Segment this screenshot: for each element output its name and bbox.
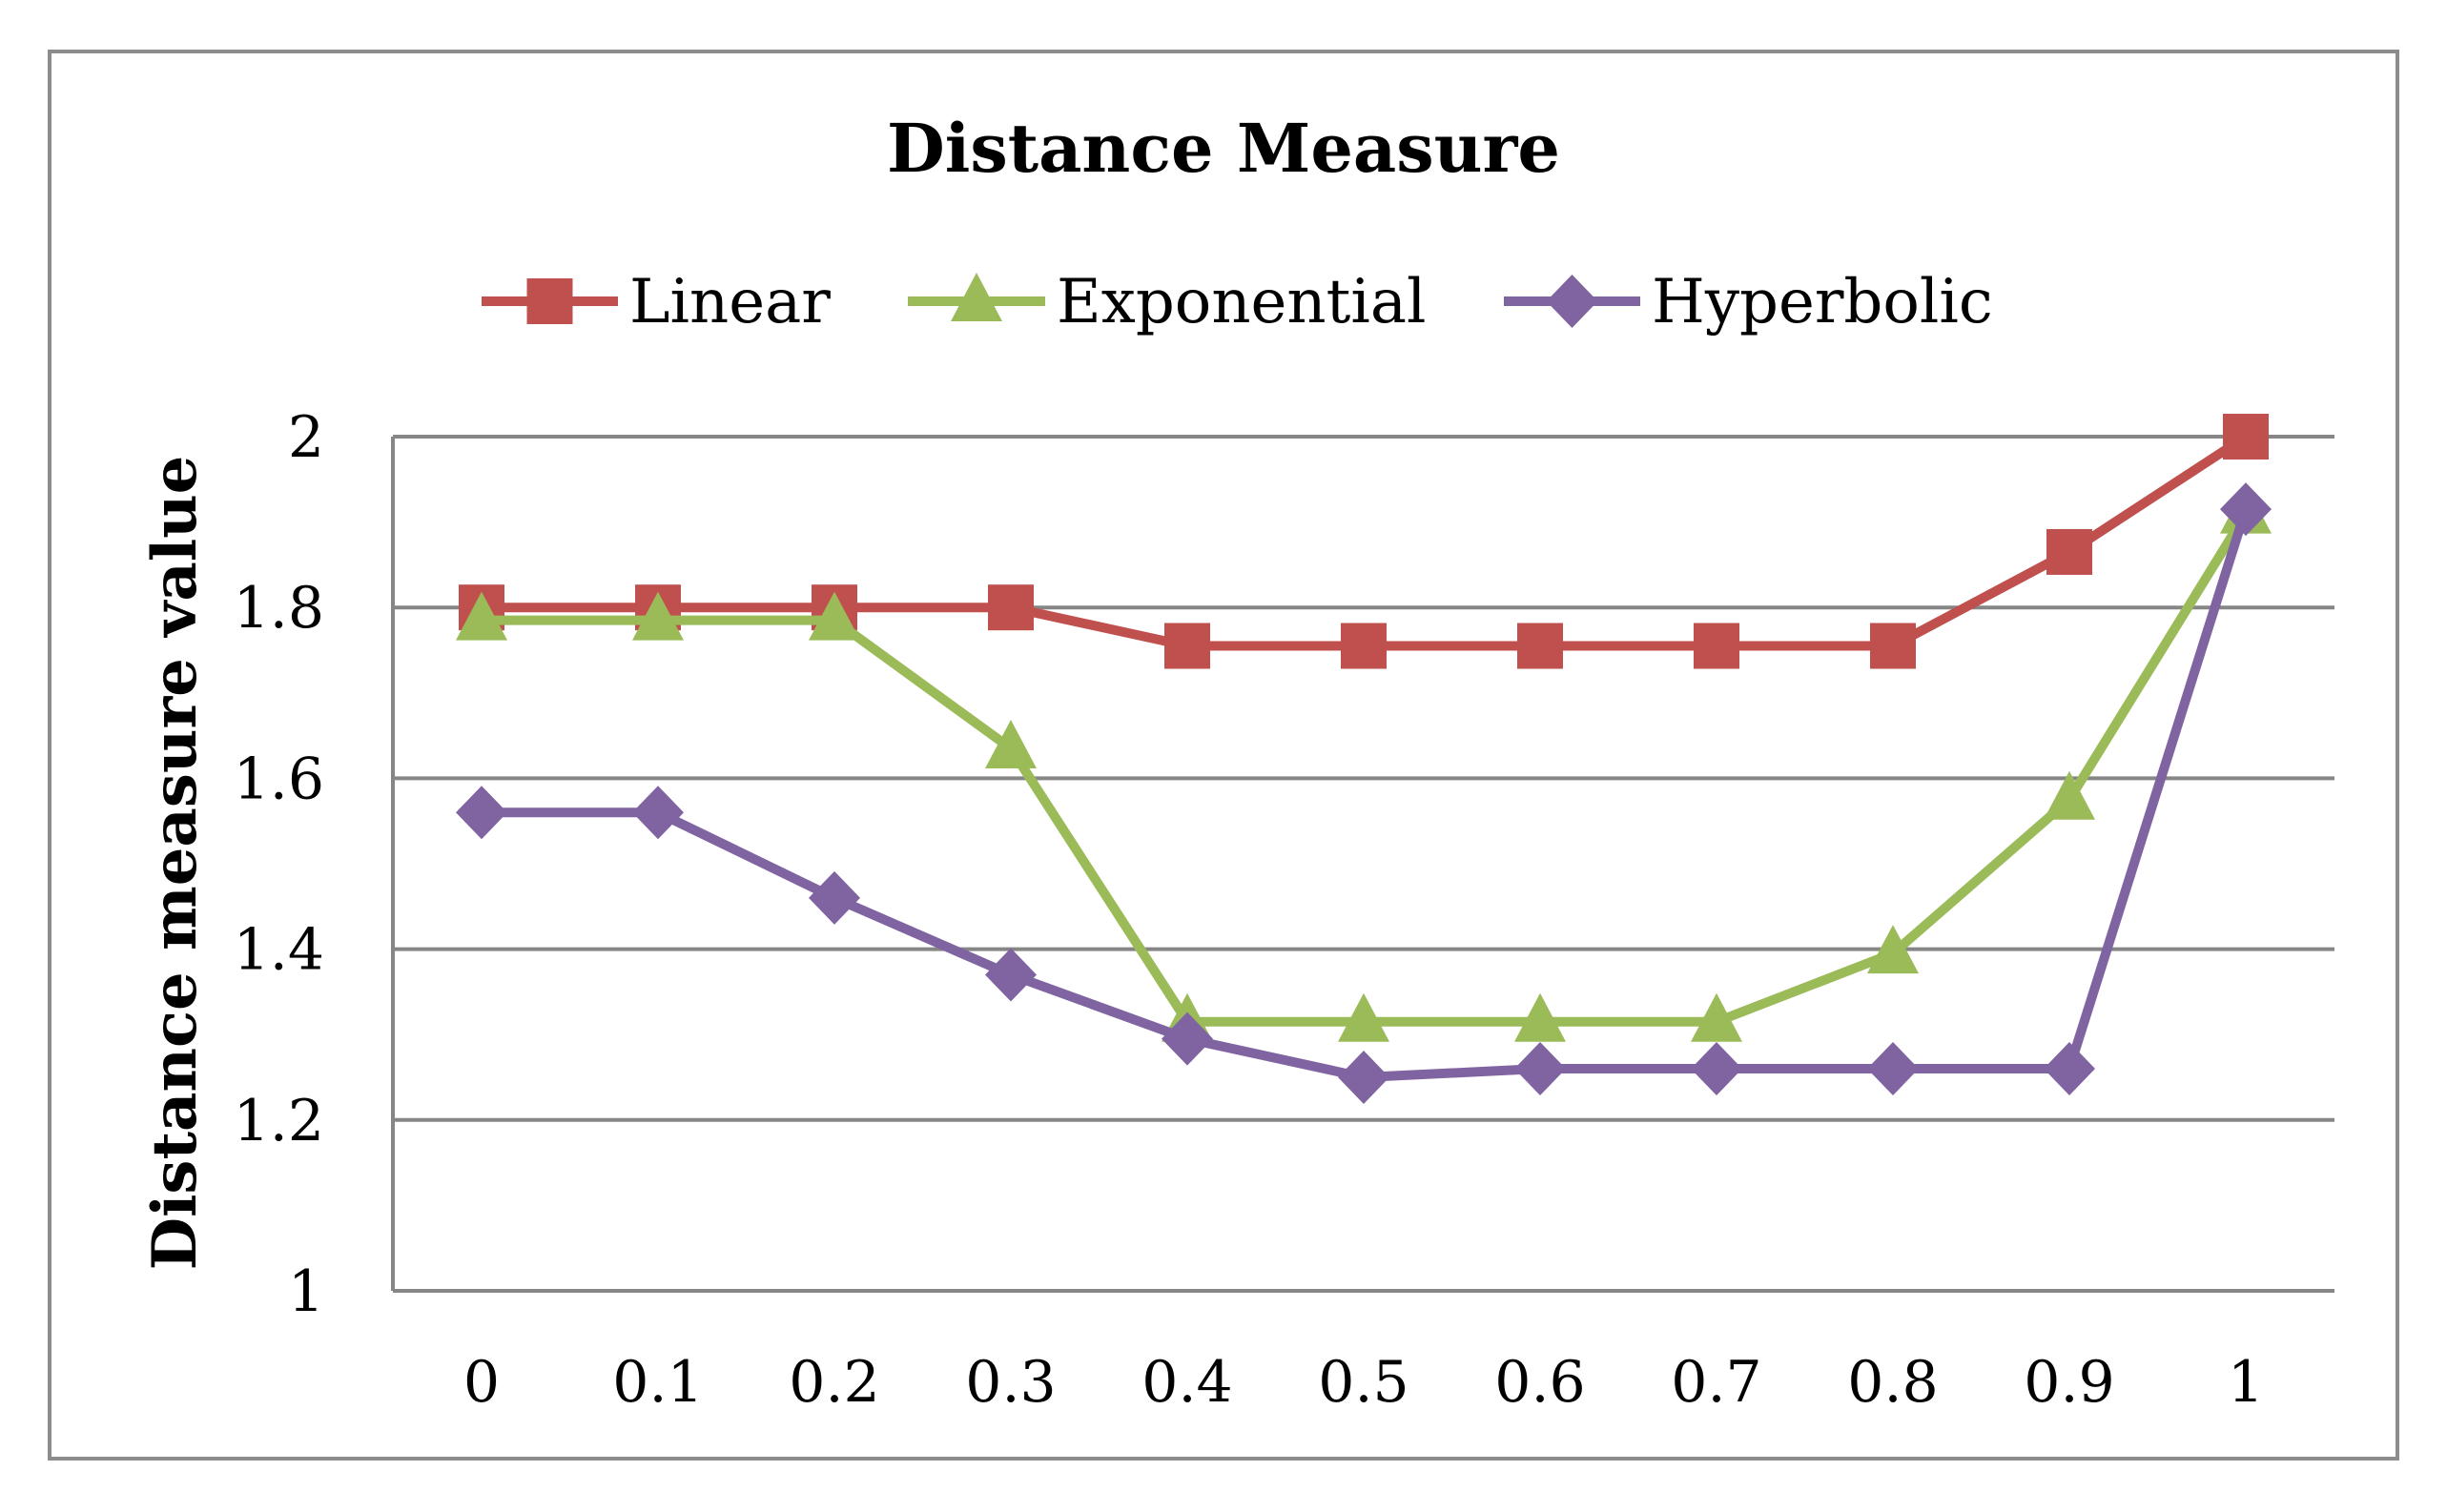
x-tick-label: 0.2 <box>789 1349 879 1416</box>
hyperbolic-point <box>2044 1042 2095 1096</box>
exponential-point <box>1514 992 1566 1042</box>
x-tick-label: 0 <box>463 1349 500 1416</box>
hyperbolic-point <box>1514 1042 1566 1096</box>
legend-label: Exponential <box>1057 267 1426 337</box>
linear-point <box>1341 623 1387 669</box>
y-tick-label: 1.8 <box>234 575 324 642</box>
x-tick-label: 0.4 <box>1141 1349 1232 1416</box>
series-hyperbolic <box>456 482 2272 1104</box>
exponential-point <box>2044 770 2095 820</box>
hyperbolic-point <box>985 948 1037 1002</box>
exponential-point <box>632 591 684 641</box>
y-tick-label: 2 <box>288 404 324 471</box>
legend-swatch-marker <box>526 278 573 324</box>
y-tick-label: 1.6 <box>234 746 324 812</box>
hyperbolic-point <box>1691 1042 1742 1096</box>
legend-label: Linear <box>629 267 831 337</box>
exponential-point <box>1338 992 1389 1042</box>
exponential-point <box>809 591 860 641</box>
chart-title: Distance Measure <box>887 109 1560 188</box>
x-tick-label: 0.6 <box>1494 1349 1585 1416</box>
x-tick-label: 0.1 <box>612 1349 703 1416</box>
x-tick-label: 0.7 <box>1671 1349 1761 1416</box>
hyperbolic-point <box>1338 1051 1389 1104</box>
x-tick-labels: 0 0.1 0.2 0.3 0.4 0.5 0.6 0.7 0.8 0.9 1 <box>463 1349 2264 1416</box>
x-tick-label: 0.8 <box>1847 1349 1938 1416</box>
x-tick-label: 1 <box>2228 1349 2264 1416</box>
chart-frame <box>48 50 2399 1461</box>
hyperbolic-point <box>456 786 507 840</box>
legend-item-exponential: Exponential <box>908 267 1426 337</box>
y-tick-label: 1.2 <box>234 1088 324 1154</box>
hyperbolic-point <box>809 870 860 925</box>
exponential-point <box>1867 925 1919 974</box>
legend-item-linear: Linear <box>482 267 831 337</box>
legend-swatch-marker <box>951 273 1002 321</box>
axes <box>391 437 2334 1293</box>
linear-point <box>2046 528 2092 575</box>
linear-point <box>1517 623 1563 669</box>
linear-point <box>1694 623 1739 669</box>
legend: Linear Exponential Hyperbolic <box>482 267 1993 337</box>
exponential-point <box>456 591 507 641</box>
linear-point <box>1870 623 1916 669</box>
hyperbolic-point <box>2220 482 2272 537</box>
hyperbolic-point <box>1867 1042 1919 1096</box>
hyperbolic-point <box>1162 1011 1213 1066</box>
linear-point <box>2223 414 2269 460</box>
x-tick-label: 0.9 <box>2024 1349 2114 1416</box>
linear-point <box>1164 623 1210 669</box>
x-tick-label: 0.5 <box>1318 1349 1409 1416</box>
x-tick-label: 0.3 <box>965 1349 1056 1416</box>
legend-label: Hyperbolic <box>1652 267 1993 337</box>
linear-point <box>988 584 1034 631</box>
y-axis-label: Distance measure value <box>139 456 211 1271</box>
y-tick-label: 1 <box>288 1258 324 1325</box>
exponential-point <box>1691 992 1742 1042</box>
y-tick-label: 1.4 <box>234 917 324 984</box>
legend-item-hyperbolic: Hyperbolic <box>1504 267 1993 337</box>
legend-swatch-marker <box>1546 275 1598 328</box>
y-tick-labels: 1 1.2 1.4 1.6 1.8 2 <box>234 404 324 1325</box>
series-group <box>456 414 2272 1104</box>
exponential-point <box>985 720 1037 769</box>
hyperbolic-point <box>632 786 684 840</box>
